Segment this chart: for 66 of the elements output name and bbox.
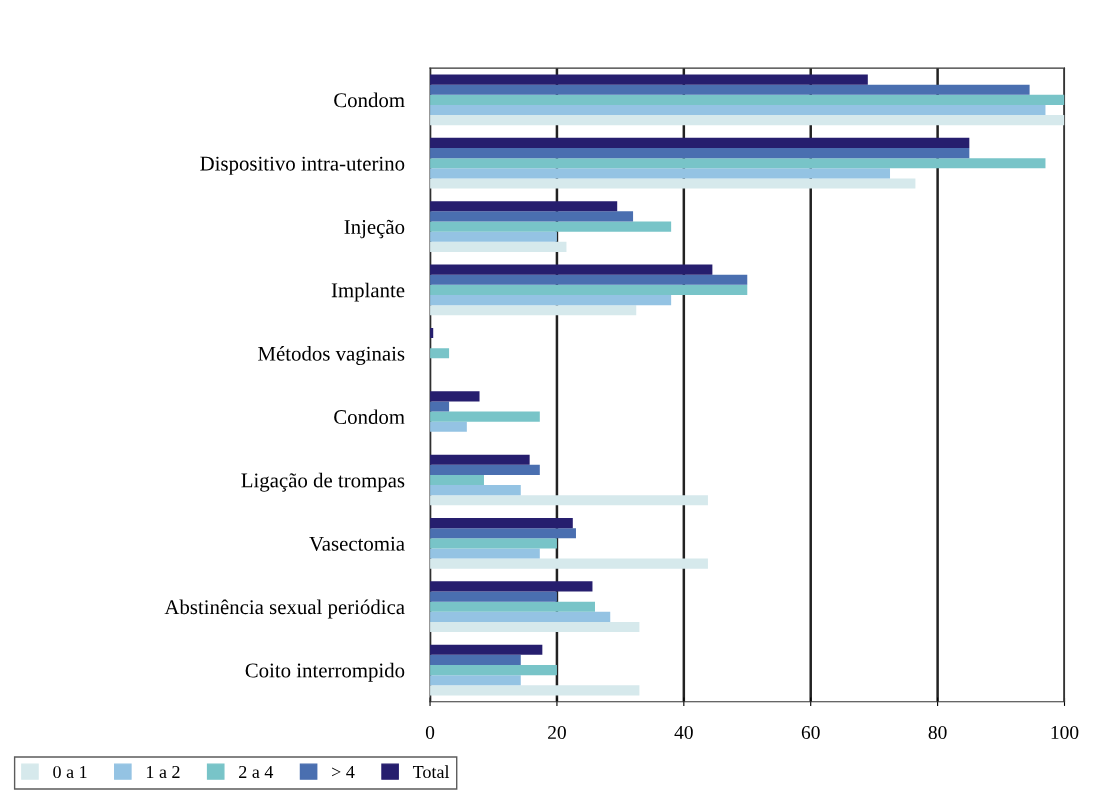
bar	[430, 137, 970, 148]
bar	[430, 104, 1046, 116]
bar	[430, 178, 916, 189]
y-tick-label: Condom	[334, 409, 405, 425]
bar	[430, 241, 567, 252]
bar	[430, 495, 708, 506]
x-tick-label: 60	[801, 725, 820, 740]
y-tick-label: Implante	[331, 282, 405, 302]
bar	[430, 84, 1030, 95]
bar	[430, 558, 708, 569]
bar	[430, 294, 672, 306]
bar	[430, 474, 484, 486]
x-tick-label: 80	[928, 725, 947, 740]
x-tick-label: 100	[1051, 725, 1079, 740]
y-tick-label: Dispositivo intra-uterino	[200, 156, 405, 175]
bar	[430, 201, 618, 212]
bar	[430, 675, 521, 686]
bar	[430, 454, 530, 465]
x-tick-label: 20	[548, 725, 566, 740]
bar	[430, 284, 748, 295]
bar	[430, 485, 521, 496]
bar	[430, 654, 521, 665]
x-tick-label: 40	[674, 725, 693, 740]
y-tick-label: Vasectomia	[309, 536, 405, 551]
bar	[430, 665, 557, 676]
y-tick-label: Abstinência sexual periódica	[164, 599, 405, 619]
bar	[430, 305, 637, 316]
bar	[430, 601, 595, 612]
bar	[430, 685, 640, 696]
bar	[430, 231, 557, 242]
bar	[430, 538, 557, 549]
bar	[430, 348, 450, 359]
bar	[430, 528, 576, 539]
bar	[430, 94, 1065, 105]
bar	[430, 221, 672, 232]
x-tick-label: 0	[425, 725, 435, 740]
bar	[430, 115, 1065, 126]
bar	[430, 421, 467, 432]
bar	[430, 581, 593, 592]
y-tick-label: Condom	[334, 92, 405, 108]
y-tick-label: Injeção	[344, 219, 405, 239]
legend-label: 1 a 2	[146, 765, 180, 779]
bar	[430, 644, 543, 655]
legend-label: 0 a 1	[53, 765, 87, 779]
bar	[430, 264, 713, 275]
y-tick-label: Ligação de trompas	[241, 472, 405, 492]
bar	[430, 611, 611, 622]
y-tick-label: Coito interrompido	[245, 662, 405, 682]
y-tick-label: Métodos vaginais	[258, 346, 405, 366]
legend-label: 2 a 4	[239, 765, 274, 779]
bar	[430, 518, 573, 529]
legend-label: > 4	[332, 766, 355, 778]
bar	[430, 168, 891, 179]
legend-label: Total	[412, 765, 450, 779]
bar	[430, 274, 748, 285]
bar	[430, 148, 970, 159]
bar	[430, 401, 450, 412]
bar	[430, 158, 1046, 169]
bar	[430, 591, 557, 602]
bar	[430, 621, 640, 633]
bar	[430, 548, 540, 559]
bar	[430, 74, 868, 85]
bar	[430, 211, 634, 222]
bar	[430, 464, 540, 475]
bar	[430, 411, 540, 422]
bar	[430, 391, 480, 402]
